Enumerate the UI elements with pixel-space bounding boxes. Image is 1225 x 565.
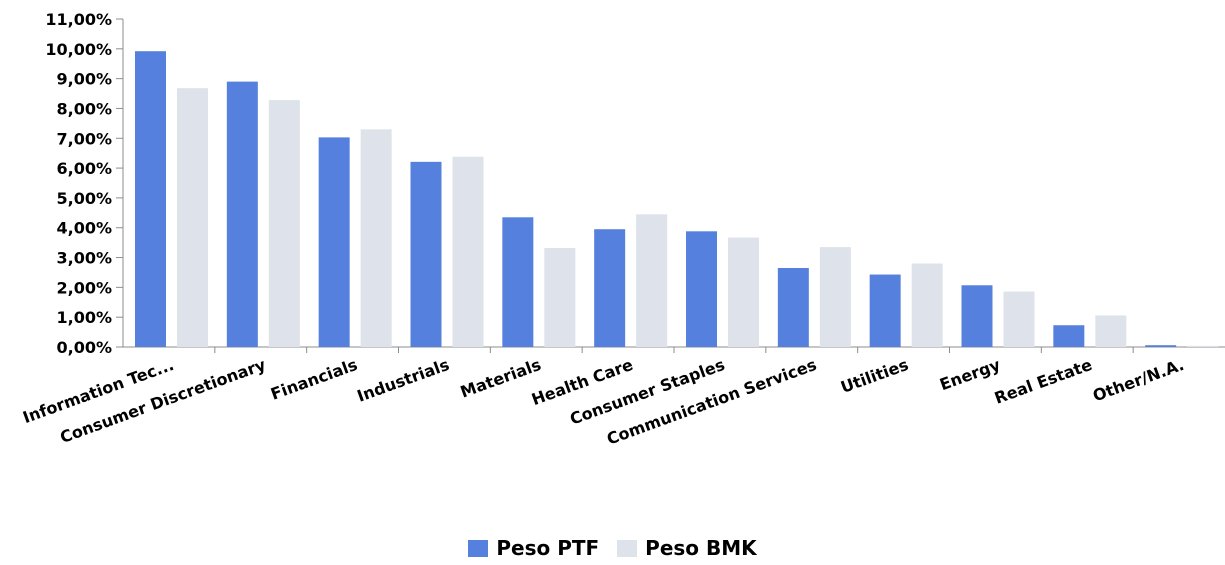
y-tick-label: 9,00% (56, 70, 112, 89)
y-tick-label: 0,00% (56, 338, 112, 357)
bar-bmk (1003, 291, 1035, 347)
x-category-label: Utilities (838, 355, 911, 397)
bar-bmk (360, 129, 392, 347)
bar-ptf (961, 285, 993, 347)
y-tick-label: 1,00% (56, 308, 112, 327)
legend-swatch-ptf (468, 539, 489, 557)
bar-ptf (410, 161, 442, 347)
y-tick-label: 5,00% (56, 189, 112, 208)
bar-bmk (1095, 315, 1127, 347)
bar-chart: 0,00% 1,00% 2,00% 3,00% 4,00% 5,00% 6,00% 7,00%… (20, 10, 1225, 449)
bar-ptf (502, 217, 534, 347)
x-category-label: Other/N.A. (1090, 355, 1186, 406)
bar-ptf (777, 267, 809, 347)
legend-label-ptf: Peso PTF (496, 536, 600, 560)
bar-bmk (636, 214, 668, 347)
x-category-label: Financials (268, 355, 360, 404)
y-tick-label: 3,00% (56, 249, 112, 268)
bar-bmk (452, 156, 484, 347)
bar-ptf (686, 231, 717, 347)
bar-bmk (911, 263, 943, 347)
x-category-label: Real Estate (992, 355, 1095, 408)
bar-ptf (135, 51, 166, 347)
x-axis: Information Tec...Consumer Discretionary… (20, 346, 1225, 449)
y-axis: 0,00% 1,00% 2,00% 3,00% 4,00% 5,00% 6,00% 7,00%… (45, 10, 124, 357)
y-tick-label: 2,00% (56, 278, 112, 297)
y-tick-label: 11,00% (45, 10, 112, 29)
bar-ptf (226, 81, 258, 348)
bar-ptf (594, 229, 626, 347)
bar-bmk (728, 237, 759, 347)
y-tick-label: 6,00% (56, 159, 112, 178)
y-tick-label: 10,00% (45, 40, 112, 59)
bar-ptf (318, 137, 350, 347)
bar-bmk (544, 248, 576, 347)
legend-item-ptf[interactable]: Peso PTF (468, 536, 599, 560)
bars (135, 51, 1219, 348)
bar-bmk (177, 88, 208, 347)
legend-label-bmk: Peso BMK (645, 536, 757, 560)
y-tick-label: 8,00% (56, 99, 112, 118)
legend-swatch-bmk (617, 539, 638, 557)
bar-bmk (268, 100, 300, 347)
bar-ptf (1145, 345, 1177, 347)
y-tick-label: 4,00% (56, 219, 112, 238)
bar-ptf (869, 274, 901, 347)
x-category-label: Industrials (355, 355, 452, 406)
legend-item-bmk[interactable]: Peso BMK (617, 536, 757, 560)
bar-bmk (1187, 345, 1219, 347)
bar-ptf (1053, 325, 1085, 347)
y-tick-label: 7,00% (56, 129, 112, 148)
bar-bmk (819, 247, 851, 347)
legend: Peso PTF Peso BMK (0, 536, 1225, 560)
